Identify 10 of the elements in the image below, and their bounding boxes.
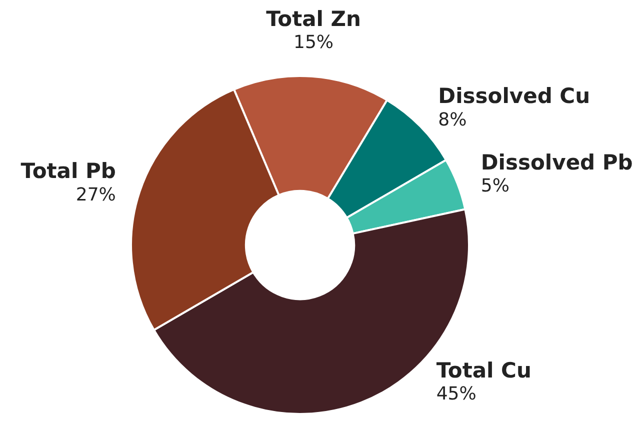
slice-label: Dissolved Pb	[480, 150, 633, 174]
data-label: 45%	[436, 384, 476, 405]
slice-label: Total Zn	[266, 6, 361, 31]
data-label: 8%	[438, 109, 467, 130]
data-label: 15%	[294, 32, 334, 54]
data-label: 5%	[480, 176, 510, 197]
data-label: 27%	[76, 184, 116, 206]
slice-label: Total Cu	[436, 358, 532, 382]
slice-label: Dissolved Cu	[438, 84, 590, 108]
slice-label: Total Pb	[20, 159, 116, 184]
